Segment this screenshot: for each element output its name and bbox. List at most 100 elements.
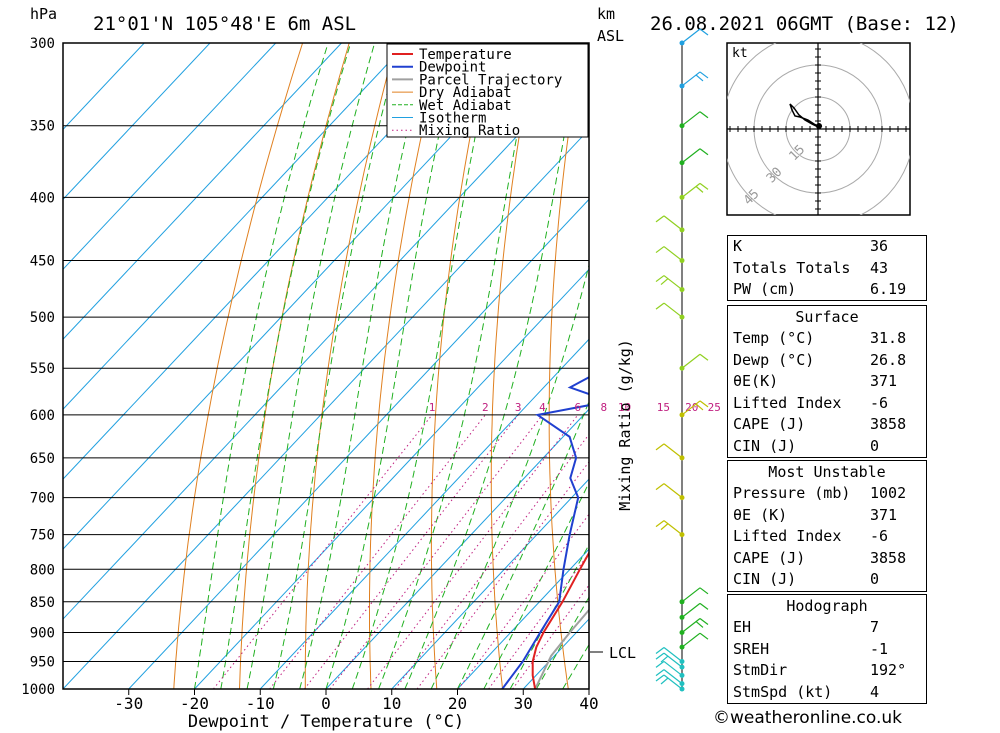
stmdir-row: StmDir 192° <box>728 660 926 682</box>
wind-barb <box>679 400 709 418</box>
temperature-line <box>531 550 589 689</box>
mu-pressure-value: 1002 <box>870 484 907 502</box>
surface-dewp-label: Dewp (°C) <box>733 350 815 369</box>
surface-cape-row: CAPE (J) 3858 <box>728 414 926 436</box>
pressure-tick-label: 950 <box>30 654 55 670</box>
isotherm-line <box>63 43 540 550</box>
location-title: 21°01'N 105°48'E 6m ASL <box>93 13 356 35</box>
wind-barb <box>655 215 685 233</box>
hodograph-trace <box>789 103 823 128</box>
mixing-ratio-label: 3 <box>515 401 522 414</box>
isotherm-line <box>63 43 211 201</box>
isotherm-line <box>63 128 589 689</box>
wind-barb <box>655 443 685 461</box>
eh-row: EH 7 <box>728 617 926 639</box>
mu-li-row: Lifted Index -6 <box>728 526 926 548</box>
stmspd-label: StmSpd (kt) <box>733 682 833 701</box>
legend-label: Parcel Trajectory <box>419 72 562 88</box>
mixing-ratio-line <box>488 552 589 689</box>
pressure-tick-label: 850 <box>30 595 55 611</box>
stmdir-value: 192° <box>870 661 907 679</box>
wind-barb <box>679 353 709 371</box>
isotherm-line <box>391 478 589 689</box>
credit-link[interactable]: ©weatheronline.co.uk <box>713 708 903 728</box>
mixing-ratio-line <box>394 433 589 689</box>
mu-cin-value: 0 <box>870 570 880 588</box>
isotherm-line <box>259 338 589 689</box>
indices-panel: K 36 Totals Totals 43 PW (cm) 6.19 <box>727 235 927 301</box>
mixing-ratio-axis-label: Mixing Ratio (g/kg) <box>616 339 634 511</box>
isotherm-line <box>63 43 408 410</box>
mu-li-label: Lifted Index <box>733 527 842 545</box>
wind-barbs <box>655 28 709 692</box>
dry-adiabat-line <box>548 43 583 689</box>
surface-cin-value: 0 <box>870 436 880 455</box>
mixing-ratio-label: 4 <box>539 401 546 414</box>
most-unstable-title: Most Unstable <box>768 463 886 481</box>
mixing-ratio-labels: 12346810152025 <box>429 401 721 414</box>
asl-label: ASL <box>597 27 624 45</box>
mu-pressure-label: Pressure (mb) <box>733 484 851 502</box>
x-tick-label: 10 <box>382 694 401 713</box>
eh-label: EH <box>733 618 752 636</box>
plot-frame <box>62 42 590 690</box>
surface-title: Surface <box>795 308 859 326</box>
pw-row: PW (cm) 6.19 <box>728 279 926 301</box>
parcel-trajectory-line <box>534 608 589 689</box>
hodograph-panel: Hodograph EH 7 SREH -1 StmDir 192° StmSpd (… <box>727 594 927 704</box>
legend-label: Temperature <box>419 47 512 63</box>
k-index-row: K 36 <box>728 236 926 258</box>
sreh-row: SREH -1 <box>728 639 926 661</box>
surface-li-label: Lifted Index <box>733 393 842 412</box>
wet-adiabat-line <box>378 43 536 689</box>
wind-barb <box>679 182 709 200</box>
surface-dewp-row: Dewp (°C) 26.8 <box>728 350 926 372</box>
surface-cin-row: CIN (J) 0 <box>728 436 926 458</box>
wet-adiabat-line <box>430 263 589 689</box>
pressure-tick-label: 800 <box>30 562 55 578</box>
pressure-tick-label: 350 <box>30 119 55 135</box>
x-tick-label: -10 <box>246 694 275 713</box>
profile-lines <box>501 376 589 689</box>
mixing-ratio-line <box>329 414 543 689</box>
mu-li-value: -6 <box>870 527 889 545</box>
sreh-value: -1 <box>870 639 889 658</box>
pressure-tick-label: 400 <box>30 190 55 206</box>
x-tick-label: -20 <box>180 694 209 713</box>
isotherm-line <box>63 43 474 480</box>
mu-pressure-row: Pressure (mb) 1002 <box>728 483 926 505</box>
x-tick-label: 0 <box>321 694 331 713</box>
surface-cape-label: CAPE (J) <box>733 415 806 433</box>
legend-label: Isotherm <box>419 111 486 127</box>
wind-barb <box>655 674 685 692</box>
wind-barb <box>679 28 709 46</box>
mixing-ratio-label: 15 <box>657 401 670 414</box>
pressure-tick-label: 500 <box>30 310 55 326</box>
dry-adiabat-line <box>369 43 443 689</box>
mu-cin-label: CIN (J) <box>733 570 797 588</box>
mixing-ratio-label: 10 <box>618 401 631 414</box>
isotherm-line <box>63 43 277 271</box>
dry-adiabat-line <box>955 43 1000 689</box>
x-tick-label: -30 <box>114 694 143 713</box>
wet-adiabat-line <box>351 43 496 689</box>
surface-li-row: Lifted Index -6 <box>728 393 926 415</box>
hodograph-unit-label: kt <box>732 46 748 61</box>
isotherm-line <box>325 408 589 689</box>
stmspd-value: 4 <box>870 682 880 701</box>
mixing-ratio-label: 25 <box>708 401 721 414</box>
totals-totals-row: Totals Totals 43 <box>728 258 926 280</box>
wet-adiabat-line <box>404 43 582 689</box>
sreh-label: SREH <box>733 639 770 658</box>
isotherm-line <box>63 43 145 131</box>
mu-theta-value: 371 <box>870 505 898 524</box>
totals-totals-label: Totals Totals <box>733 258 851 277</box>
pw-label: PW (cm) <box>733 280 797 298</box>
wind-barb <box>655 275 685 293</box>
stmdir-label: StmDir <box>733 661 788 679</box>
surface-temp-row: Temp (°C) 31.8 <box>728 328 926 350</box>
dry-adiabat-line <box>173 43 304 689</box>
x-tick-label: 30 <box>514 694 533 713</box>
wind-barb <box>655 646 685 664</box>
